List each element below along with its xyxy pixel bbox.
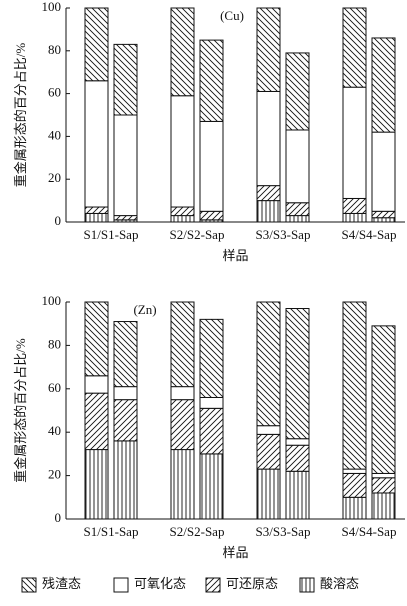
legend-swatch bbox=[21, 577, 37, 593]
bar-segment bbox=[371, 492, 396, 520]
bar-segment bbox=[371, 37, 396, 133]
bar-segment bbox=[84, 206, 109, 214]
bar-segment bbox=[84, 375, 109, 394]
x-tick-label: S3/S3-Sap bbox=[256, 524, 311, 539]
bar-segment bbox=[342, 197, 367, 214]
bar-segment bbox=[256, 301, 281, 427]
bar-segment bbox=[113, 43, 138, 116]
x-tick-label: S4/S4-Sap bbox=[342, 524, 397, 539]
bar-segment bbox=[256, 425, 281, 435]
bar-segment bbox=[170, 206, 195, 217]
legend-label: 可氧化态 bbox=[134, 576, 186, 591]
bar-segment bbox=[285, 202, 310, 217]
y-tick-label: 100 bbox=[42, 293, 62, 308]
bar-segment bbox=[342, 86, 367, 199]
bar-segment bbox=[371, 217, 396, 223]
legend-label: 酸溶态 bbox=[320, 576, 359, 591]
bar-segment bbox=[342, 212, 367, 223]
bar-segment bbox=[113, 440, 138, 520]
bar-segment bbox=[170, 449, 195, 520]
bar-segment bbox=[84, 301, 109, 377]
legend-label: 可还原态 bbox=[226, 576, 278, 591]
bar-segment bbox=[84, 392, 109, 451]
x-tick-label: S4/S4-Sap bbox=[342, 227, 397, 242]
legend-swatch bbox=[205, 577, 221, 593]
bar-segment bbox=[342, 7, 367, 88]
bar-segment bbox=[113, 114, 138, 217]
bar-segment bbox=[342, 496, 367, 520]
y-tick-label: 0 bbox=[55, 213, 62, 228]
bar-segment bbox=[170, 7, 195, 97]
bar-segment bbox=[371, 477, 396, 494]
y-tick-label: 60 bbox=[48, 380, 61, 395]
bar-segment bbox=[84, 80, 109, 208]
y-tick-label: 80 bbox=[48, 42, 61, 57]
bar-segment bbox=[285, 129, 310, 204]
bar-segment bbox=[256, 185, 281, 202]
y-tick-label: 20 bbox=[48, 170, 61, 185]
bar-segment bbox=[285, 215, 310, 223]
bar-segment bbox=[371, 325, 396, 474]
x-tick-label: S2/S2-Sap bbox=[170, 524, 225, 539]
bar-segment bbox=[84, 212, 109, 223]
bar-segment bbox=[342, 468, 367, 474]
y-tick-label: 60 bbox=[48, 85, 61, 100]
bar-segment bbox=[256, 468, 281, 520]
y-tick-label: 20 bbox=[48, 467, 61, 482]
x-tick-label: S2/S2-Sap bbox=[170, 227, 225, 242]
x-tick-label: S1/S1-Sap bbox=[84, 524, 139, 539]
bar-segment bbox=[199, 39, 224, 122]
bar-segment bbox=[199, 210, 224, 221]
y-axis-title: 重金属形态的百分占比/% bbox=[13, 43, 28, 188]
bar-segment bbox=[113, 386, 138, 401]
bar-segment bbox=[285, 444, 310, 472]
annotation: (Zn) bbox=[133, 302, 156, 317]
y-tick-label: 40 bbox=[48, 127, 61, 142]
legend-swatch bbox=[299, 577, 315, 593]
bar-segment bbox=[342, 301, 367, 470]
y-axis-title: 重金属形态的百分占比/% bbox=[13, 338, 28, 483]
x-tick-label: S3/S3-Sap bbox=[256, 227, 311, 242]
bar-segment bbox=[256, 433, 281, 470]
bar-segment bbox=[256, 200, 281, 223]
x-axis-title: 样品 bbox=[222, 248, 248, 263]
bar-segment bbox=[170, 95, 195, 208]
legend-label: 残渣态 bbox=[42, 576, 81, 591]
bar-segment bbox=[371, 472, 396, 479]
bar-segment bbox=[199, 396, 224, 409]
bar-segment bbox=[371, 131, 396, 212]
bar-segment bbox=[199, 120, 224, 212]
bar-segment bbox=[170, 399, 195, 451]
bar-segment bbox=[285, 308, 310, 440]
y-tick-label: 80 bbox=[48, 336, 61, 351]
y-tick-label: 0 bbox=[55, 510, 62, 525]
x-tick-label: S1/S1-Sap bbox=[84, 227, 139, 242]
annotation: (Cu) bbox=[220, 8, 244, 23]
bar-segment bbox=[113, 321, 138, 388]
bar-segment bbox=[199, 318, 224, 398]
bar-segment bbox=[170, 301, 195, 388]
x-axis-title: 样品 bbox=[222, 545, 248, 560]
bar-segment bbox=[199, 453, 224, 520]
bar-segment bbox=[285, 470, 310, 520]
bar-segment bbox=[342, 472, 367, 498]
bar-segment bbox=[113, 399, 138, 442]
bar-segment bbox=[170, 215, 195, 223]
bar-segment bbox=[170, 386, 195, 401]
bar-segment bbox=[285, 52, 310, 131]
y-tick-label: 40 bbox=[48, 423, 61, 438]
legend-swatch bbox=[113, 577, 129, 593]
bar-segment bbox=[371, 210, 396, 219]
bar-segment bbox=[199, 407, 224, 455]
bar-segment bbox=[285, 438, 310, 446]
bar-segment bbox=[84, 7, 109, 82]
bar-segment bbox=[84, 449, 109, 520]
bar-segment bbox=[256, 7, 281, 92]
bar-segment bbox=[113, 215, 138, 221]
bar-segment bbox=[256, 90, 281, 187]
y-tick-label: 100 bbox=[42, 0, 62, 14]
